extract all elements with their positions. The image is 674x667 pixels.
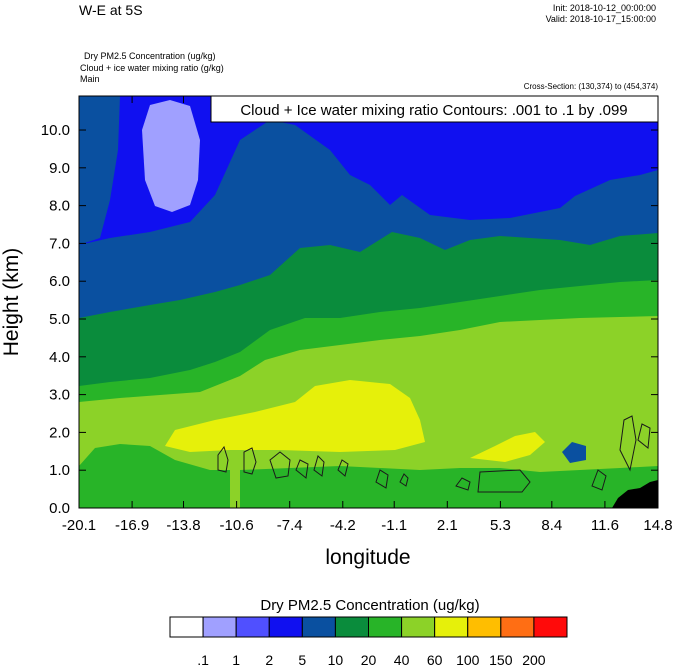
colorbar-swatch — [169, 616, 204, 638]
cloud-contour — [591, 469, 607, 491]
y-axis-title: Height (km) — [0, 248, 23, 357]
cloud-contour — [269, 451, 291, 479]
y-tick-label: 3.0 — [49, 387, 70, 404]
field-name-cloud: Cloud + ice water mixing ratio (g/kg) — [80, 63, 224, 73]
x-tick-label: 14.8 — [643, 517, 672, 534]
cloud-contour — [619, 415, 637, 472]
terrain — [612, 480, 658, 508]
colorbar-title: Dry PM2.5 Concentration (ug/kg) — [260, 597, 479, 614]
colorbar-label: .1 — [197, 652, 209, 667]
x-tick-label: -4.2 — [330, 517, 356, 534]
chart-title: W-E at 5S — [79, 2, 143, 18]
x-axis-title: longitude — [325, 546, 410, 569]
contour-info-label: Cloud + Ice water mixing ratio Contours:… — [240, 102, 627, 119]
cloud-contour — [313, 455, 325, 477]
y-tick-label: 6.0 — [49, 273, 70, 290]
band-yellow — [165, 380, 425, 452]
y-tick-label: 1.0 — [49, 462, 70, 479]
init-time: Init: 2018-10-12_00:00:00 — [552, 3, 656, 13]
band-light-blue — [142, 100, 200, 212]
cloud-contour — [295, 459, 309, 479]
colorbar-label: 60 — [427, 652, 443, 667]
cloud-contour — [243, 447, 257, 475]
colorbar-label: 2 — [265, 652, 273, 667]
colorbar-swatch — [434, 616, 469, 638]
band-yellow-east — [470, 432, 545, 462]
cloud-contour — [637, 423, 651, 449]
band-navy-column — [79, 96, 120, 245]
contour-info-box — [210, 95, 659, 123]
y-tick-label: 7.0 — [49, 235, 70, 252]
colorbar-label: 40 — [394, 652, 410, 667]
y-tick-label: 2.0 — [49, 424, 70, 441]
cloud-contour — [477, 469, 531, 493]
colorbar-swatch — [202, 616, 237, 638]
x-tick-label: 8.4 — [541, 517, 562, 534]
y-axis: 0.0 1.0 2.0 3.0 4.0 5.0 6.0 7.0 8.0 9.0 10.0 — [41, 122, 658, 517]
y-tick-label: 8.0 — [49, 198, 70, 215]
cloud-contour — [217, 445, 229, 473]
valid-time: Valid: 2018-10-17_15:00:00 — [545, 14, 656, 24]
colorbar-swatch — [467, 616, 502, 638]
band-dark-blob — [562, 442, 586, 463]
colorbar-swatch — [533, 616, 568, 638]
x-axis: -20.1 -16.9 -13.8 -10.6 -7.4 -4.2 -1.1 2.1 5.3 8.… — [62, 96, 673, 534]
x-tick-label: -16.9 — [115, 517, 149, 534]
x-tick-label: -10.6 — [220, 517, 254, 534]
colorbar-label: 150 — [489, 652, 513, 667]
colorbar-label: 1 — [232, 652, 240, 667]
colorbar-swatch — [235, 616, 270, 638]
field-name-pm25: Dry PM2.5 Concentration (ug/kg) — [84, 51, 216, 61]
colorbar-label: 5 — [298, 652, 306, 667]
plot-field — [79, 96, 658, 508]
x-tick-label: -7.4 — [277, 517, 303, 534]
y-tick-label: 5.0 — [49, 311, 70, 328]
x-tick-label: -13.8 — [166, 517, 200, 534]
colorbar-swatch — [401, 616, 436, 638]
x-tick-label: 2.1 — [437, 517, 458, 534]
colorbar-swatch — [500, 616, 535, 638]
cross-section-label: Cross-Section: (130,374) to (454,374) — [523, 82, 658, 91]
cloud-contour — [399, 473, 409, 487]
y-tick-label: 4.0 — [49, 349, 70, 366]
colorbar-label: 100 — [456, 652, 480, 667]
colorbar-swatch — [334, 616, 369, 638]
colorbar-label: 200 — [522, 652, 546, 667]
cloud-contour — [455, 477, 471, 491]
x-tick-label: 11.6 — [591, 517, 619, 534]
band-low-green-west — [79, 444, 230, 508]
cloud-contour — [375, 469, 389, 489]
colorbar-swatch — [301, 616, 336, 638]
band-low-green-mid — [240, 466, 658, 508]
y-tick-label: 0.0 — [49, 500, 70, 517]
x-tick-label: 5.3 — [490, 517, 511, 534]
y-tick-label: 9.0 — [49, 160, 70, 177]
colorbar-label: 10 — [328, 652, 344, 667]
colorbar-swatch — [268, 616, 303, 638]
cloud-contour — [337, 459, 349, 477]
x-tick-label: -20.1 — [62, 517, 96, 534]
y-tick-label: 10.0 — [41, 122, 70, 139]
colorbar-swatch — [368, 616, 403, 638]
colorbar-label: 20 — [361, 652, 377, 667]
cloud-contours — [217, 415, 651, 493]
colorbar: .1 1 2 5 10 20 40 60 100 150 200 — [169, 616, 568, 667]
x-tick-label: -1.1 — [381, 517, 407, 534]
field-name-main: Main — [80, 74, 100, 84]
